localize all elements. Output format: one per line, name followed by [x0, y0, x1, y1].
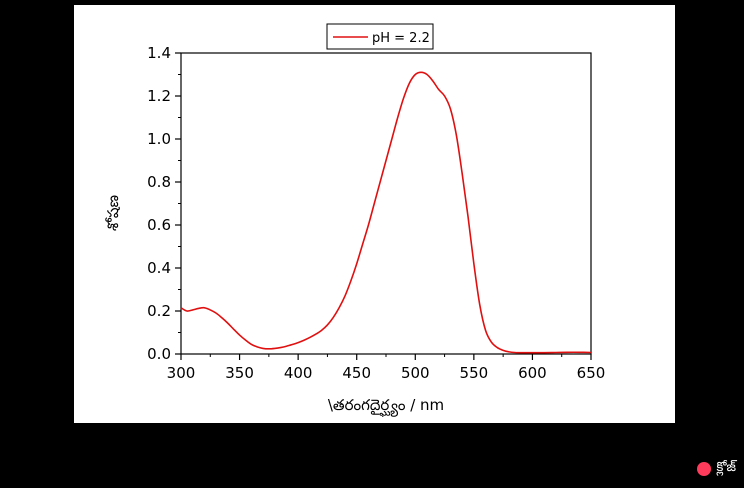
x-axis-title: \తరంగదైర్ఘ్యం / nm	[328, 396, 444, 417]
y-tick-label: 0.2	[147, 302, 171, 320]
y-tick-label: 1.2	[147, 87, 171, 105]
x-tick-label: 450	[342, 364, 371, 382]
absorbance-chart: 300 350 400 450 500 550 600 650 0.0 0.2 0.4 0.6 0.8…	[104, 23, 606, 417]
y-axis-ticks: 0.0 0.2 0.4 0.6 0.8 1.0 1.2 1.4	[147, 44, 181, 363]
series-layer	[180, 71, 592, 354]
legend-label-ph-2-2: pH = 2.2	[372, 31, 430, 46]
x-tick-label: 400	[284, 364, 313, 382]
y-tick-label: 0.0	[147, 345, 171, 363]
y-tick-label: 1.0	[147, 130, 171, 148]
legend: pH = 2.2	[326, 23, 434, 50]
y-tick-label: 0.4	[147, 259, 171, 277]
x-tick-label: 550	[460, 364, 489, 382]
x-tick-label: 350	[225, 364, 254, 382]
close-dot-icon	[697, 462, 712, 476]
y-tick-label: 1.4	[147, 44, 171, 62]
x-tick-label: 500	[401, 364, 430, 382]
y-tick-label: 0.6	[147, 216, 171, 234]
plot-border	[180, 52, 592, 355]
x-axis-ticks: 300 350 400 450 500 550 600 650	[167, 354, 606, 382]
x-tick-label: 600	[518, 364, 547, 382]
series-line-ph-2-2	[180, 71, 592, 354]
x-tick-label: 650	[577, 364, 606, 382]
close-button[interactable]: క్లోజ్	[697, 460, 736, 478]
y-axis-title: శోషణ	[104, 195, 122, 231]
y-tick-label: 0.8	[147, 173, 171, 191]
close-label: క్లోజ్	[716, 460, 736, 475]
x-tick-label: 300	[167, 364, 196, 382]
figure-panel: 300 350 400 450 500 550 600 650 0.0 0.2 0.4 0.6 0.8…	[74, 5, 675, 423]
plot-frame	[180, 52, 592, 355]
